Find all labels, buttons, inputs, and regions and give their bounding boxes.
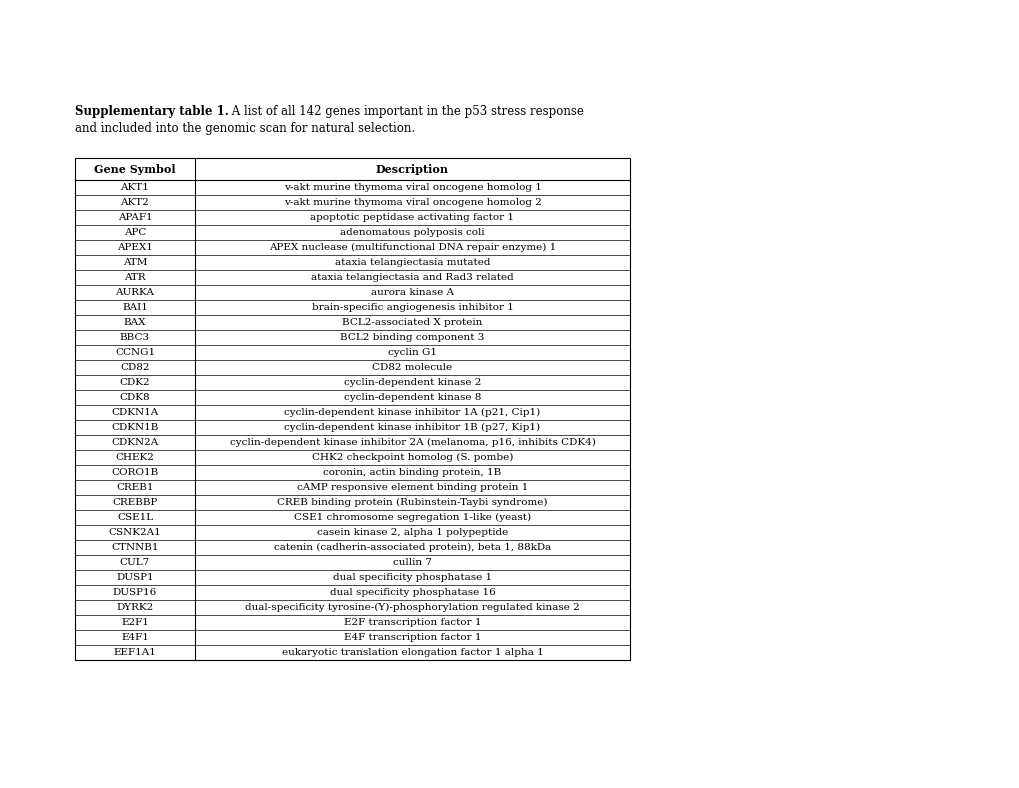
Text: DYRK2: DYRK2 bbox=[116, 603, 154, 612]
Text: coronin, actin binding protein, 1B: coronin, actin binding protein, 1B bbox=[323, 468, 501, 477]
Text: and included into the genomic scan for natural selection.: and included into the genomic scan for n… bbox=[75, 122, 415, 135]
Text: apoptotic peptidase activating factor 1: apoptotic peptidase activating factor 1 bbox=[310, 213, 514, 222]
Text: A list of all 142 genes important in the p53 stress response: A list of all 142 genes important in the… bbox=[228, 105, 583, 118]
Text: CORO1B: CORO1B bbox=[111, 468, 159, 477]
Text: adenomatous polyposis coli: adenomatous polyposis coli bbox=[340, 228, 484, 237]
Text: CD82 molecule: CD82 molecule bbox=[372, 363, 452, 372]
Text: CUL7: CUL7 bbox=[120, 558, 150, 567]
Text: BAI1: BAI1 bbox=[122, 303, 148, 312]
Text: ATM: ATM bbox=[122, 258, 147, 267]
Text: dual specificity phosphatase 16: dual specificity phosphatase 16 bbox=[329, 588, 495, 597]
Text: CDKN1A: CDKN1A bbox=[111, 408, 159, 417]
Text: cyclin-dependent kinase 2: cyclin-dependent kinase 2 bbox=[343, 378, 481, 387]
Text: cyclin-dependent kinase inhibitor 2A (melanoma, p16, inhibits CDK4): cyclin-dependent kinase inhibitor 2A (me… bbox=[229, 438, 595, 447]
Text: DUSP1: DUSP1 bbox=[116, 573, 154, 582]
Text: BCL2 binding component 3: BCL2 binding component 3 bbox=[340, 333, 484, 342]
Text: casein kinase 2, alpha 1 polypeptide: casein kinase 2, alpha 1 polypeptide bbox=[317, 528, 507, 537]
Text: APEX1: APEX1 bbox=[117, 243, 153, 252]
Text: AURKA: AURKA bbox=[115, 288, 154, 297]
Text: Gene Symbol: Gene Symbol bbox=[94, 163, 175, 174]
Text: ataxia telangiectasia and Rad3 related: ataxia telangiectasia and Rad3 related bbox=[311, 273, 514, 282]
Text: brain-specific angiogenesis inhibitor 1: brain-specific angiogenesis inhibitor 1 bbox=[311, 303, 513, 312]
Bar bbox=[75, 158, 630, 660]
Text: EEF1A1: EEF1A1 bbox=[113, 648, 156, 657]
Text: CDK2: CDK2 bbox=[119, 378, 150, 387]
Text: CSNK2A1: CSNK2A1 bbox=[108, 528, 161, 537]
Text: cyclin-dependent kinase inhibitor 1A (p21, Cip1): cyclin-dependent kinase inhibitor 1A (p2… bbox=[284, 408, 540, 417]
Text: CDKN1B: CDKN1B bbox=[111, 423, 159, 432]
Text: cAMP responsive element binding protein 1: cAMP responsive element binding protein … bbox=[297, 483, 528, 492]
Text: Supplementary table 1.: Supplementary table 1. bbox=[75, 105, 228, 118]
Text: CDK8: CDK8 bbox=[119, 393, 150, 402]
Text: cullin 7: cullin 7 bbox=[392, 558, 432, 567]
Text: APAF1: APAF1 bbox=[117, 213, 152, 222]
Text: v-akt murine thymoma viral oncogene homolog 1: v-akt murine thymoma viral oncogene homo… bbox=[283, 183, 541, 192]
Text: CD82: CD82 bbox=[120, 363, 150, 372]
Text: ATR: ATR bbox=[124, 273, 146, 282]
Text: CHK2 checkpoint homolog (S. pombe): CHK2 checkpoint homolog (S. pombe) bbox=[312, 453, 513, 462]
Text: E2F transcription factor 1: E2F transcription factor 1 bbox=[343, 618, 481, 627]
Text: cyclin G1: cyclin G1 bbox=[387, 348, 436, 357]
Text: eukaryotic translation elongation factor 1 alpha 1: eukaryotic translation elongation factor… bbox=[281, 648, 543, 657]
Text: AKT2: AKT2 bbox=[120, 198, 150, 207]
Text: dual-specificity tyrosine-(Y)-phosphorylation regulated kinase 2: dual-specificity tyrosine-(Y)-phosphoryl… bbox=[245, 603, 580, 612]
Text: AKT1: AKT1 bbox=[120, 183, 150, 192]
Text: CHEK2: CHEK2 bbox=[115, 453, 154, 462]
Text: CREB binding protein (Rubinstein-Taybi syndrome): CREB binding protein (Rubinstein-Taybi s… bbox=[277, 498, 547, 507]
Text: APC: APC bbox=[123, 228, 146, 237]
Text: CCNG1: CCNG1 bbox=[115, 348, 155, 357]
Text: CSE1L: CSE1L bbox=[117, 513, 153, 522]
Text: ataxia telangiectasia mutated: ataxia telangiectasia mutated bbox=[334, 258, 490, 267]
Text: cyclin-dependent kinase inhibitor 1B (p27, Kip1): cyclin-dependent kinase inhibitor 1B (p2… bbox=[284, 423, 540, 432]
Text: BAX: BAX bbox=[123, 318, 146, 327]
Text: E2F1: E2F1 bbox=[121, 618, 149, 627]
Text: CSE1 chromosome segregation 1-like (yeast): CSE1 chromosome segregation 1-like (yeas… bbox=[293, 513, 531, 522]
Text: CREB1: CREB1 bbox=[116, 483, 154, 492]
Text: catenin (cadherin-associated protein), beta 1, 88kDa: catenin (cadherin-associated protein), b… bbox=[274, 543, 550, 552]
Text: BBC3: BBC3 bbox=[120, 333, 150, 342]
Text: BCL2-associated X protein: BCL2-associated X protein bbox=[342, 318, 482, 327]
Text: CREBBP: CREBBP bbox=[112, 498, 158, 507]
Text: DUSP16: DUSP16 bbox=[113, 588, 157, 597]
Text: CDKN2A: CDKN2A bbox=[111, 438, 159, 447]
Text: E4F transcription factor 1: E4F transcription factor 1 bbox=[343, 633, 481, 642]
Text: dual specificity phosphatase 1: dual specificity phosphatase 1 bbox=[332, 573, 491, 582]
Text: cyclin-dependent kinase 8: cyclin-dependent kinase 8 bbox=[343, 393, 481, 402]
Text: E4F1: E4F1 bbox=[121, 633, 149, 642]
Text: APEX nuclease (multifunctional DNA repair enzyme) 1: APEX nuclease (multifunctional DNA repai… bbox=[269, 243, 555, 252]
Text: Description: Description bbox=[376, 163, 448, 174]
Text: CTNNB1: CTNNB1 bbox=[111, 543, 159, 552]
Text: v-akt murine thymoma viral oncogene homolog 2: v-akt murine thymoma viral oncogene homo… bbox=[283, 198, 541, 207]
Text: aurora kinase A: aurora kinase A bbox=[371, 288, 453, 297]
